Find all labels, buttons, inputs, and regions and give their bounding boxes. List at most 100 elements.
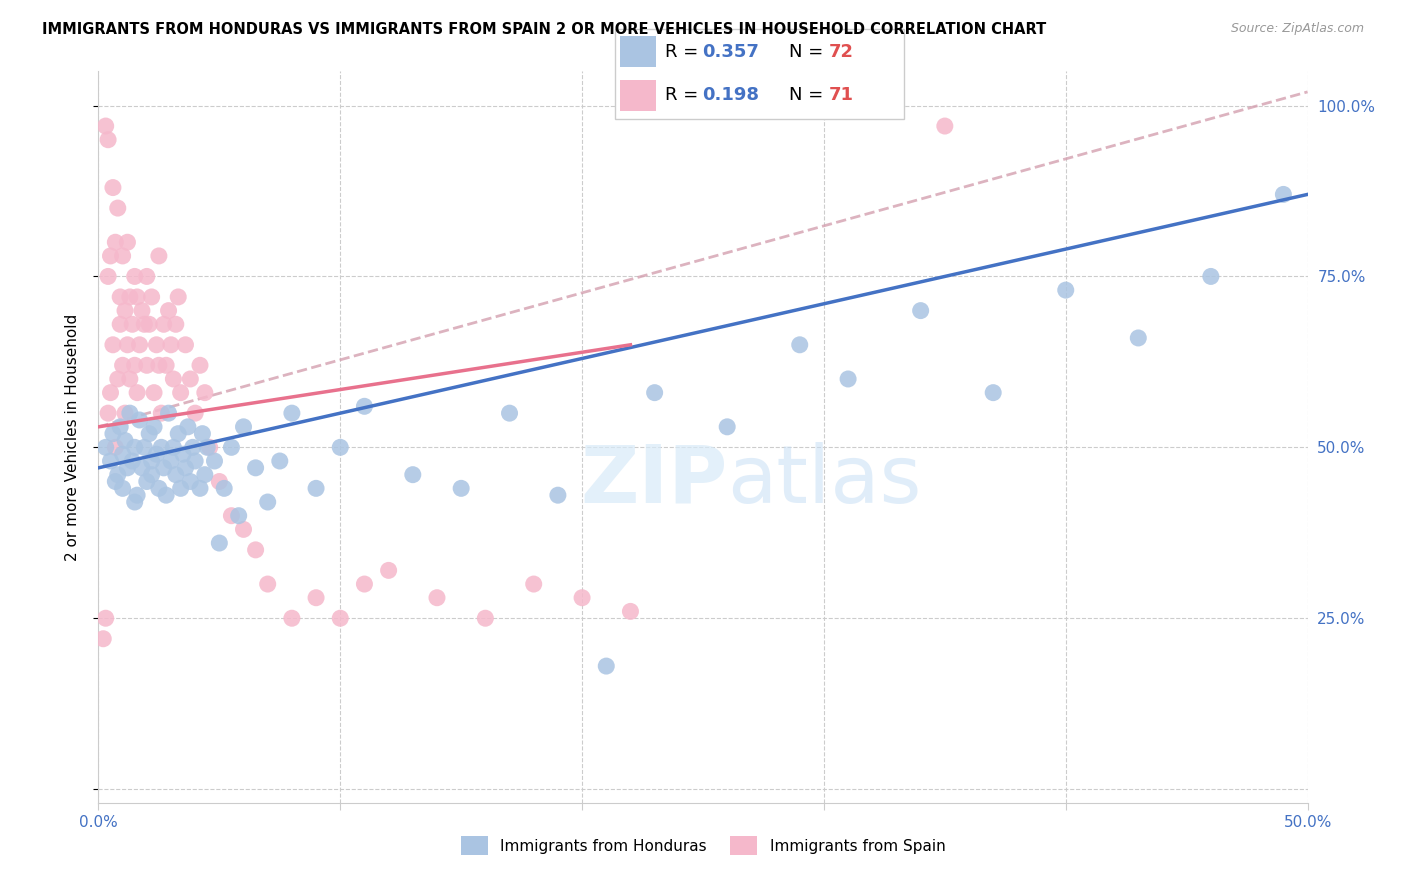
Point	[644, 385, 666, 400]
Text: N =: N =	[789, 43, 828, 61]
Point	[108, 290, 131, 304]
Point	[1199, 269, 1222, 284]
Point	[179, 475, 201, 489]
Point	[94, 119, 117, 133]
Point	[212, 481, 235, 495]
Point	[426, 591, 449, 605]
Point	[143, 385, 166, 400]
Point	[148, 359, 170, 373]
Point	[184, 454, 207, 468]
Point	[100, 249, 122, 263]
FancyBboxPatch shape	[614, 29, 904, 119]
Text: ZIP: ZIP	[579, 442, 727, 520]
Point	[145, 447, 167, 461]
Point	[127, 290, 149, 304]
Point	[195, 440, 218, 454]
Point	[148, 249, 170, 263]
Point	[118, 290, 141, 304]
Point	[167, 426, 190, 441]
Point	[104, 440, 127, 454]
Point	[789, 338, 811, 352]
Point	[100, 454, 122, 468]
Point	[177, 420, 200, 434]
Point	[329, 611, 352, 625]
Point	[256, 577, 278, 591]
Point	[141, 454, 163, 468]
Point	[232, 420, 254, 434]
Point	[174, 460, 197, 475]
Point	[228, 508, 250, 523]
Point	[124, 495, 146, 509]
Point	[111, 249, 134, 263]
Text: N =: N =	[789, 87, 828, 104]
Point	[145, 338, 167, 352]
Point	[135, 269, 157, 284]
Text: 71: 71	[828, 87, 853, 104]
Point	[377, 563, 399, 577]
Point	[108, 420, 131, 434]
Point	[152, 460, 174, 475]
Point	[837, 372, 859, 386]
Point	[107, 201, 129, 215]
Point	[571, 591, 593, 605]
Point	[134, 318, 156, 332]
Point	[353, 577, 375, 591]
Point	[124, 359, 146, 373]
Point	[281, 611, 304, 625]
Text: atlas: atlas	[727, 442, 921, 520]
Point	[1128, 331, 1150, 345]
Point	[157, 303, 180, 318]
Text: R =: R =	[665, 43, 704, 61]
Point	[128, 338, 150, 352]
Point	[150, 406, 173, 420]
Point	[141, 290, 163, 304]
Point	[194, 467, 217, 482]
Point	[128, 413, 150, 427]
Point	[172, 447, 194, 461]
Point	[245, 460, 267, 475]
Point	[208, 475, 231, 489]
Point	[135, 475, 157, 489]
Point	[1272, 187, 1295, 202]
Point	[107, 372, 129, 386]
FancyBboxPatch shape	[620, 80, 655, 111]
Point	[101, 338, 124, 352]
Point	[117, 338, 139, 352]
Point	[981, 385, 1004, 400]
Point	[184, 406, 207, 420]
Point	[934, 119, 956, 133]
Point	[131, 303, 153, 318]
Point	[245, 542, 267, 557]
Point	[155, 359, 177, 373]
Point	[167, 290, 190, 304]
Point	[353, 400, 375, 414]
Point	[141, 467, 163, 482]
Point	[305, 481, 328, 495]
Point	[150, 440, 173, 454]
Point	[256, 495, 278, 509]
Point	[157, 406, 180, 420]
Point	[269, 454, 291, 468]
Point	[134, 440, 156, 454]
Point	[121, 454, 143, 468]
Point	[97, 269, 120, 284]
Point	[155, 488, 177, 502]
Point	[143, 420, 166, 434]
Point	[221, 508, 243, 523]
Point	[160, 454, 183, 468]
Point	[118, 372, 141, 386]
Point	[188, 481, 211, 495]
Point	[329, 440, 352, 454]
Point	[138, 318, 160, 332]
Point	[716, 420, 738, 434]
Point	[162, 372, 184, 386]
Point	[127, 488, 149, 502]
Point	[94, 440, 117, 454]
Point	[402, 467, 425, 482]
Point	[179, 372, 201, 386]
Point	[124, 440, 146, 454]
Text: R =: R =	[665, 87, 704, 104]
Point	[523, 577, 546, 591]
Point	[281, 406, 304, 420]
Point	[232, 522, 254, 536]
